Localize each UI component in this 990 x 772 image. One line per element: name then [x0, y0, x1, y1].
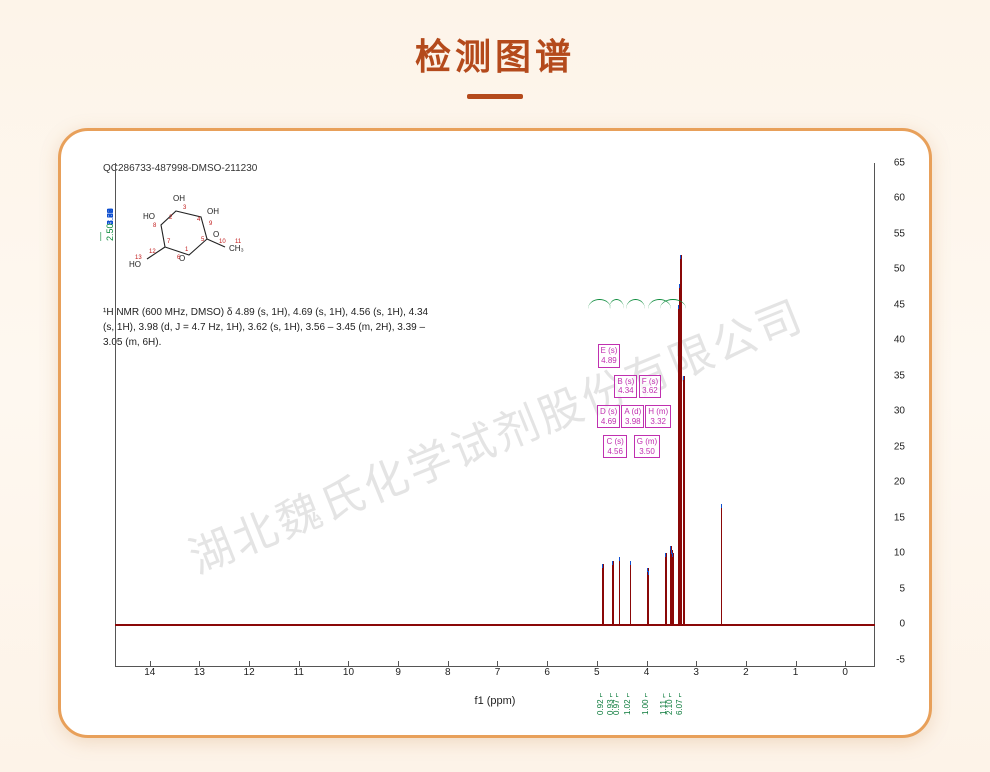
solvent-label: — 2.50: [95, 223, 115, 241]
ytick: 20: [894, 477, 905, 488]
ytick: 35: [894, 370, 905, 381]
integral-value: 1.00 ⌐: [641, 693, 650, 715]
peak: [648, 571, 649, 624]
integral-value: 2.10 ⌐: [665, 693, 674, 715]
ytick: 50: [894, 264, 905, 275]
ytick: 40: [894, 335, 905, 346]
assignment-box: F (s)3.62: [639, 375, 661, 398]
y-axis-ticks: 65605550454035302520151050-5: [877, 163, 905, 667]
assignment-box: D (s)4.69: [597, 405, 620, 428]
integral-value: 0.97 ⌐: [612, 693, 621, 715]
assignment-box: C (s)4.56: [603, 435, 626, 458]
spectrum-frame: QC286733-487998-DMSO-211230 OH HO OH HO …: [58, 128, 932, 738]
integral-value: 6.07 ⌐: [675, 693, 684, 715]
peak: [665, 553, 666, 624]
assignment-box: H (m)3.32: [645, 405, 671, 428]
peak: [672, 553, 673, 624]
y-axis-right: [874, 163, 875, 667]
peak: [683, 376, 684, 624]
assignment-box: B (s)4.34: [614, 375, 637, 398]
ytick: 15: [894, 512, 905, 523]
ytick: 5: [899, 583, 905, 594]
ytick: 60: [894, 193, 905, 204]
peak: [721, 504, 722, 625]
integral-value: 1.02 ⌐: [623, 693, 632, 715]
integral-value: 0.92 ⌐: [596, 693, 605, 715]
assignment-box: G (m)3.50: [634, 435, 660, 458]
peak: [602, 564, 603, 624]
integral-labels: 0.92 ⌐0.93 ⌐0.97 ⌐1.02 ⌐1.00 ⌐1.11 ⌐2.10…: [115, 675, 875, 723]
spectrum-plot: QC286733-487998-DMSO-211230 OH HO OH HO …: [75, 145, 915, 721]
page-title-block: 检测图谱: [0, 0, 990, 99]
peak: [680, 255, 681, 624]
peak: [612, 561, 613, 625]
peak: [630, 561, 631, 625]
page-title: 检测图谱: [0, 28, 990, 80]
ytick: 65: [894, 158, 905, 169]
ytick: -5: [896, 654, 905, 665]
ytick: 30: [894, 406, 905, 417]
ytick: 25: [894, 441, 905, 452]
axis-box: [115, 163, 875, 667]
spectrum-area: 4.894.694.564.343.983.973.623.523.503.48…: [115, 163, 875, 667]
peak: [619, 557, 620, 624]
ytick: 45: [894, 299, 905, 310]
ytick: 55: [894, 228, 905, 239]
title-underline: [467, 94, 523, 99]
ytick: 0: [899, 619, 905, 630]
ytick: 10: [894, 548, 905, 559]
assignment-box: A (d)3.98: [621, 405, 644, 428]
assignment-box: E (s)4.89: [598, 344, 621, 367]
